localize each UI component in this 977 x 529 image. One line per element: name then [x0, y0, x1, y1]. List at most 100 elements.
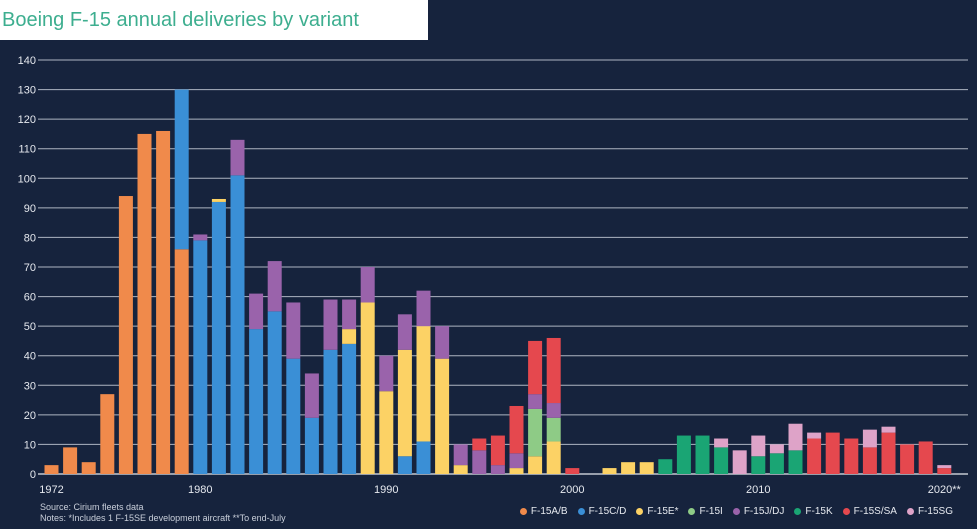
bar-1980-f-15c-d	[193, 240, 208, 474]
bar-1982-f-15j-dj	[230, 139, 245, 176]
bar-1992-f-15e-	[416, 326, 431, 442]
bar-1985-f-15c-d	[286, 358, 301, 474]
bar-1997-f-15s-sa	[509, 405, 524, 454]
bar-2015-f-15s-sa	[844, 438, 859, 474]
bar-2003-f-15e-	[621, 462, 636, 474]
bar-2020-f-15s-sa	[937, 468, 952, 474]
y-tick-label-30: 30	[24, 380, 36, 392]
bar-2008-f-15k	[714, 447, 729, 474]
bar-1994-f-15j-dj	[453, 444, 468, 466]
bar-1988-f-15c-d	[342, 343, 357, 474]
bar-1997-f-15e-	[509, 468, 524, 474]
legend-label: F-15E*	[647, 506, 679, 517]
bar-1989-f-15j-dj	[360, 267, 375, 303]
bar-2002-f-15e-	[602, 468, 617, 474]
legend-swatch	[794, 508, 802, 515]
bar-2012-f-15k	[788, 450, 803, 474]
x-tick-label-1980: 1980	[188, 484, 212, 496]
legend-swatch	[732, 508, 740, 515]
bar-2007-f-15k	[695, 435, 710, 474]
bar-2020-f-15sg	[937, 465, 952, 469]
source-note: Source: Cirium fleets data	[40, 502, 144, 512]
y-tick-label-90: 90	[24, 203, 36, 215]
bar-1987-f-15c-d	[323, 349, 338, 474]
bar-1999-f-15e-	[546, 441, 561, 474]
bar-1979-f-15a-b	[174, 249, 189, 474]
legend: F-15A/B F-15C/D F-15E* F-15I F-15J/DJ F-15K F-…	[519, 506, 953, 517]
bar-2012-f-15sg	[788, 423, 803, 451]
legend-label: F-15J/DJ	[743, 506, 785, 517]
bar-1972-f-15a-b	[44, 465, 59, 474]
bar-1985-f-15j-dj	[286, 302, 301, 359]
bar-1996-f-15s-sa	[490, 435, 505, 466]
legend-swatch	[577, 508, 585, 515]
legend-item-f-15s-sa: F-15S/SA	[842, 506, 897, 517]
bar-2006-f-15k	[676, 435, 691, 474]
y-tick-label-70: 70	[24, 262, 36, 274]
bar-1974-f-15a-b	[81, 462, 96, 474]
bar-1980-f-15j-dj	[193, 234, 208, 241]
bar-2013-f-15s-sa	[807, 438, 822, 474]
bar-1988-f-15j-dj	[342, 299, 357, 330]
legend-swatch	[636, 508, 644, 515]
bar-2016-f-15s-sa	[862, 447, 877, 474]
bar-1992-f-15c-d	[416, 441, 431, 474]
bar-1995-f-15s-sa	[472, 438, 487, 451]
y-tick-label-140: 140	[18, 55, 36, 67]
legend-label: F-15K	[805, 506, 833, 517]
y-tick-label-40: 40	[24, 351, 36, 363]
legend-item-f-15a-b: F-15A/B	[519, 506, 568, 517]
bar-1999-f-15j-dj	[546, 403, 561, 418]
bar-2005-f-15k	[658, 459, 673, 474]
legend-swatch	[906, 508, 914, 515]
x-tick-label-1972: 1972	[39, 484, 63, 496]
bar-1994-f-15e-	[453, 465, 468, 474]
bar-2004-f-15e-	[639, 462, 654, 474]
bar-1991-f-15c-d	[397, 456, 412, 474]
bar-2019-f-15s-sa	[918, 441, 933, 474]
legend-item-f-15e-: F-15E*	[636, 506, 678, 517]
bar-1991-f-15e-	[397, 349, 412, 457]
bar-1978-f-15a-b	[156, 130, 171, 474]
bar-1990-f-15j-dj	[379, 355, 394, 392]
bar-1998-f-15e-	[528, 456, 543, 474]
bar-1979-f-15c-d	[174, 89, 189, 250]
y-tick-label-20: 20	[24, 410, 36, 422]
bar-2008-f-15sg	[714, 438, 729, 448]
x-tick-label-1990: 1990	[374, 484, 398, 496]
bar-layer	[44, 89, 952, 475]
bar-2018-f-15s-sa	[900, 444, 915, 474]
y-tick-label-50: 50	[24, 321, 36, 333]
bar-1991-f-15j-dj	[397, 314, 412, 350]
bar-1998-f-15i	[528, 408, 543, 457]
bar-1993-f-15j-dj	[435, 326, 450, 359]
y-tick-label-120: 120	[18, 114, 36, 126]
legend-swatch	[519, 508, 527, 515]
bar-2014-f-15s-sa	[825, 432, 840, 474]
legend-label: F-15I	[699, 506, 723, 517]
legend-label: F-15A/B	[530, 506, 568, 517]
bar-1975-f-15a-b	[100, 394, 115, 474]
bar-2016-f-15sg	[862, 429, 877, 448]
bar-2011-f-15sg	[769, 444, 784, 454]
y-tick-label-10: 10	[24, 439, 36, 451]
bar-1982-f-15c-d	[230, 175, 245, 475]
legend-item-f-15k: F-15K	[794, 506, 833, 517]
bar-1999-f-15i	[546, 417, 561, 442]
bar-1989-f-15e-	[360, 302, 375, 474]
legend-label: F-15S/SA	[853, 506, 897, 517]
notes: Source: Cirium fleets data Notes: *Inclu…	[40, 502, 286, 524]
legend-swatch	[842, 508, 850, 515]
bar-2010-f-15k	[751, 456, 766, 474]
chart-title: Boeing F-15 annual deliveries by variant	[2, 8, 359, 31]
bar-1981-f-15e-	[211, 198, 226, 202]
y-tick-label-110: 110	[18, 144, 36, 156]
x-tick-label-2010: 2010	[746, 484, 770, 496]
bar-1983-f-15j-dj	[249, 293, 264, 330]
bar-1993-f-15e-	[435, 358, 450, 474]
bar-1988-f-15e-	[342, 329, 357, 344]
y-tick-label-0: 0	[30, 469, 36, 481]
legend-item-f-15c-d: F-15C/D	[577, 506, 626, 517]
bar-1973-f-15a-b	[63, 447, 78, 474]
legend-item-f-15j-dj: F-15J/DJ	[732, 506, 785, 517]
